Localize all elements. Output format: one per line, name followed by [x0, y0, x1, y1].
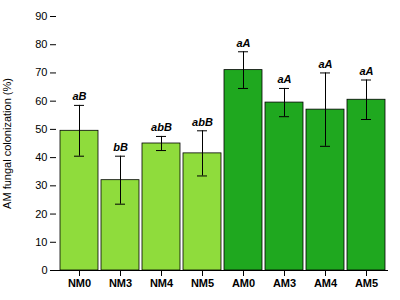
svg-text:30: 30	[35, 179, 47, 191]
svg-text:40: 40	[35, 151, 47, 163]
svg-text:abB: abB	[151, 121, 172, 133]
svg-text:aB: aB	[72, 90, 86, 102]
svg-text:aA: aA	[236, 37, 250, 49]
svg-text:70: 70	[35, 66, 47, 78]
svg-text:AM fungal colonization (%): AM fungal colonization (%)	[1, 78, 13, 209]
svg-text:AM3: AM3	[273, 277, 296, 289]
svg-text:AM5: AM5	[355, 277, 378, 289]
svg-text:10: 10	[35, 236, 47, 248]
svg-text:50: 50	[35, 123, 47, 135]
svg-text:aA: aA	[277, 73, 291, 85]
svg-text:NM3: NM3	[109, 277, 132, 289]
svg-text:abB: abB	[192, 116, 213, 128]
svg-text:aA: aA	[318, 58, 332, 70]
svg-text:NM0: NM0	[68, 277, 91, 289]
svg-text:bB: bB	[113, 141, 128, 153]
svg-text:AM0: AM0	[232, 277, 255, 289]
svg-text:20: 20	[35, 208, 47, 220]
svg-text:90: 90	[35, 10, 47, 22]
svg-text:60: 60	[35, 95, 47, 107]
svg-text:AM4: AM4	[314, 277, 338, 289]
svg-text:aA: aA	[359, 65, 373, 77]
svg-text:NM4: NM4	[150, 277, 174, 289]
svg-text:80: 80	[35, 38, 47, 50]
svg-text:0: 0	[41, 264, 47, 276]
svg-text:NM5: NM5	[191, 277, 214, 289]
